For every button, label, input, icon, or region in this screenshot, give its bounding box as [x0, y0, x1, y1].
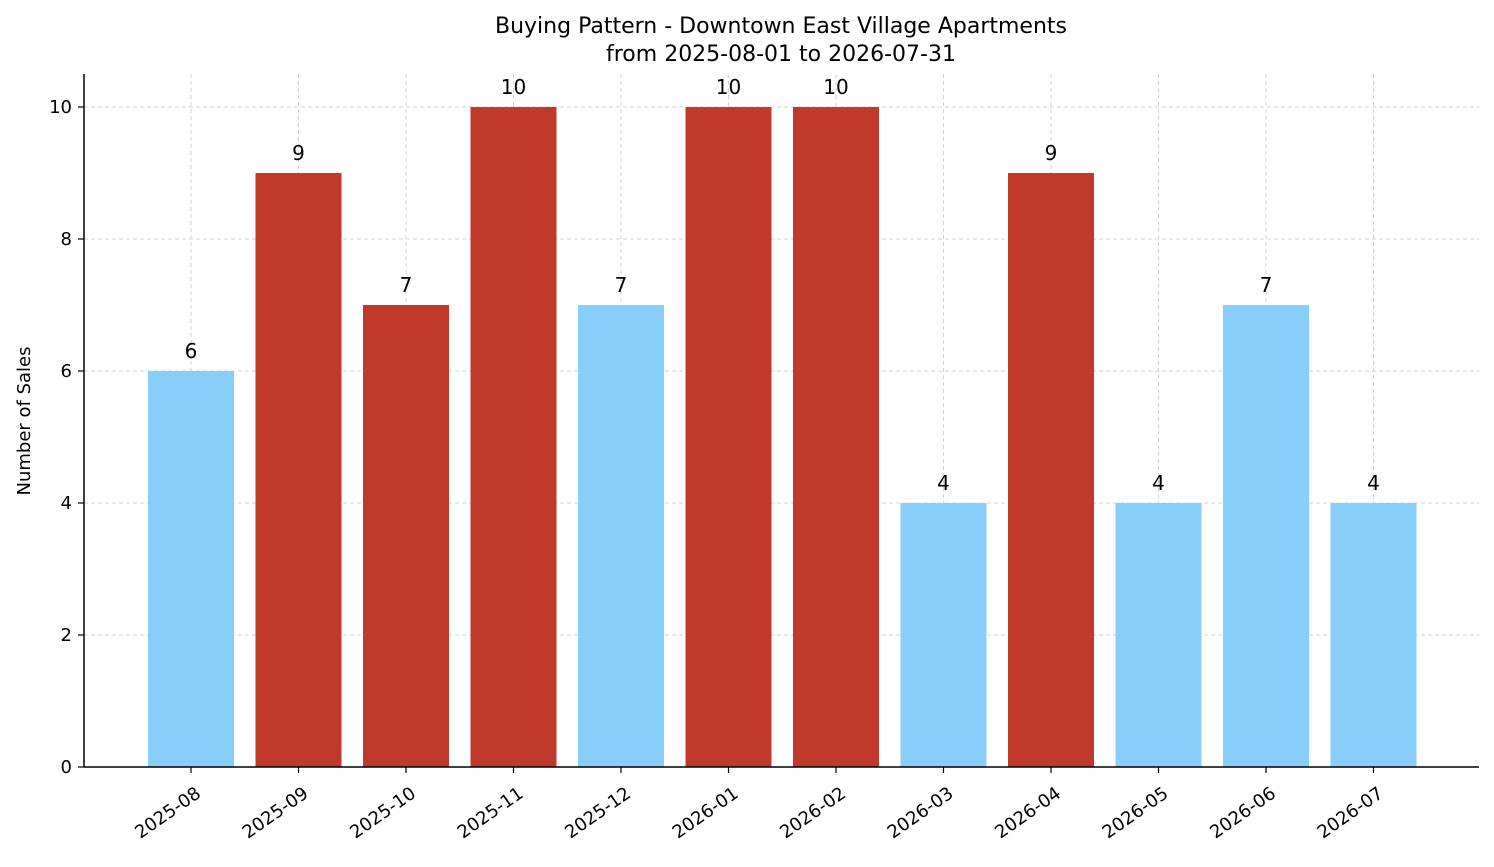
bar-2025-12 [578, 305, 664, 767]
bar-2026-03 [900, 503, 987, 767]
y-tick-label: 2 [61, 625, 72, 646]
bar-2026-07 [1330, 503, 1417, 767]
bar-2026-01 [685, 107, 772, 767]
x-tick-label: 2025-10 [346, 783, 420, 843]
bar-2026-06 [1223, 305, 1309, 767]
value-label: 7 [400, 273, 413, 297]
x-tick-label: 2026-02 [776, 783, 850, 843]
x-tick-label: 2026-06 [1206, 783, 1280, 843]
y-tick-label: 0 [61, 757, 72, 778]
chart-title: Buying Pattern - Downtown East Village A… [495, 14, 1067, 39]
value-label: 4 [937, 471, 950, 495]
y-tick-label: 10 [49, 97, 72, 118]
value-labels: 6 9 7 10 7 10 10 4 9 4 7 4 [185, 75, 1380, 495]
bars [148, 107, 1417, 767]
x-tick-label: 2026-03 [884, 783, 958, 843]
bar-2026-04 [1008, 173, 1094, 767]
y-axis-label: Number of Sales [14, 346, 35, 495]
x-tick-label: 2026-01 [669, 783, 743, 843]
bar-2025-11 [470, 107, 557, 767]
bar-2026-05 [1115, 503, 1202, 767]
bar-2026-02 [793, 107, 879, 767]
x-tick-label: 2025-08 [131, 783, 205, 843]
y-tick-label: 6 [61, 361, 72, 382]
y-tick-label: 4 [61, 493, 72, 514]
value-label: 9 [292, 141, 305, 165]
value-label: 10 [501, 75, 526, 99]
value-label: 4 [1152, 471, 1165, 495]
value-label: 9 [1045, 141, 1058, 165]
bar-2025-09 [255, 173, 342, 767]
value-label: 10 [823, 75, 848, 99]
value-label: 4 [1367, 471, 1380, 495]
chart-subtitle: from 2025-08-01 to 2026-07-31 [606, 42, 956, 67]
x-tick-label: 2026-07 [1314, 783, 1388, 843]
bar-2025-10 [363, 305, 449, 767]
x-tick-label: 2025-09 [239, 783, 313, 843]
x-tick-label: 2025-11 [454, 783, 528, 843]
x-tick-label: 2025-12 [561, 783, 635, 843]
value-label: 10 [716, 75, 741, 99]
value-label: 7 [1260, 273, 1273, 297]
x-tick-label: 2026-05 [1099, 783, 1173, 843]
bar-2025-08 [148, 371, 234, 767]
value-label: 7 [615, 273, 628, 297]
x-tick-label: 2026-04 [991, 783, 1065, 843]
y-tick-label: 8 [61, 229, 72, 250]
value-label: 6 [185, 339, 198, 363]
